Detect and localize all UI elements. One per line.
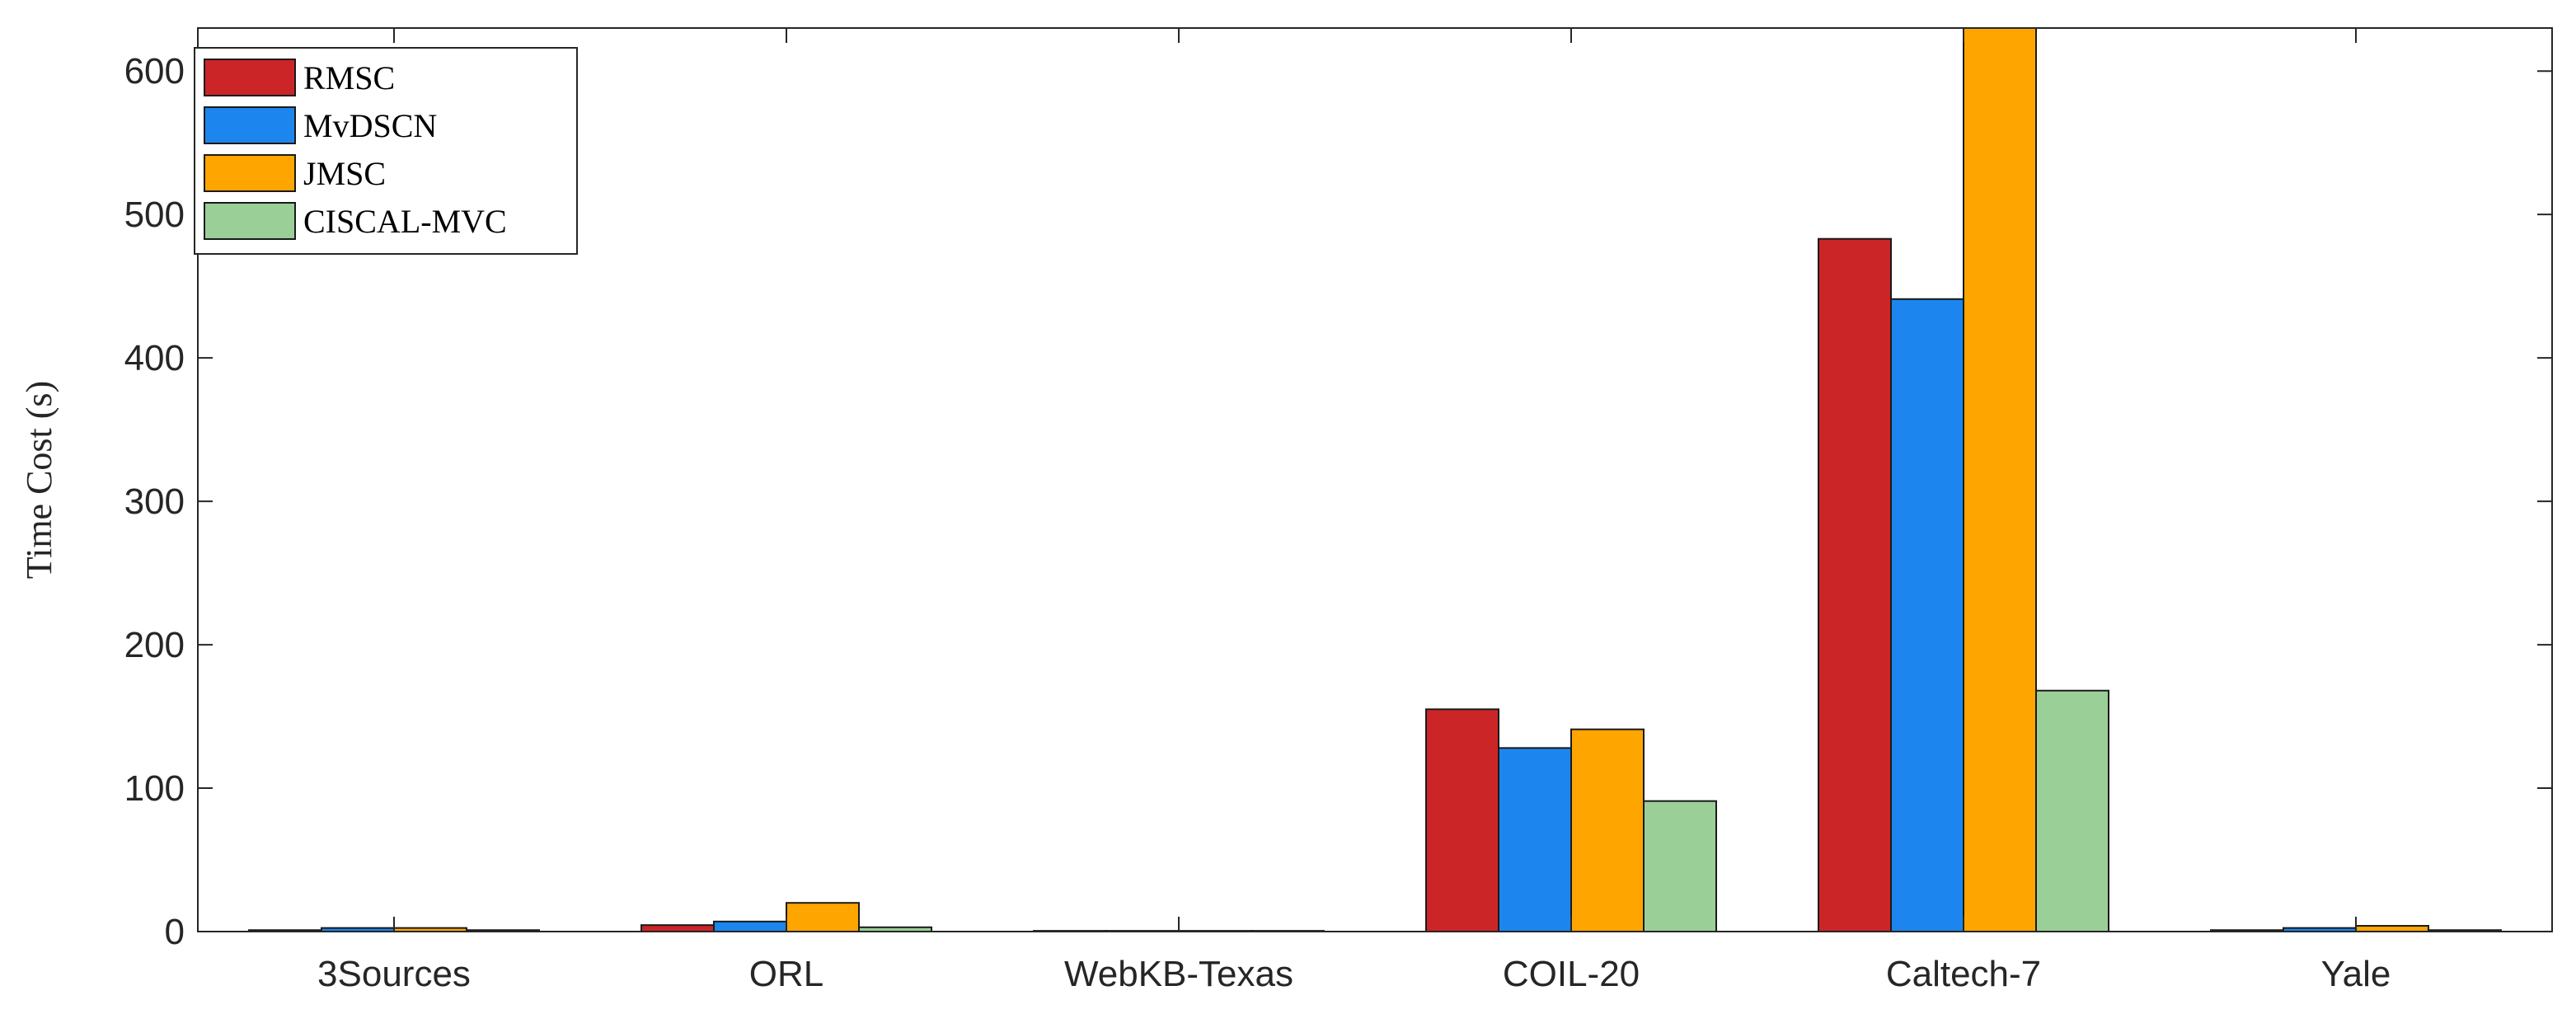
y-axis-title: Time Cost (s) (19, 381, 59, 579)
bar-ORL-JMSC (786, 902, 860, 932)
y-tick-label: 200 (124, 625, 185, 665)
bar-COIL-20-RMSC (1425, 708, 1499, 932)
bar-Caltech-7-JMSC (1963, 27, 2037, 932)
x-tick-label: COIL-20 (1503, 954, 1640, 994)
bar-Caltech-7-RMSC (1818, 237, 1892, 932)
legend-swatch-MvDSCN (204, 106, 296, 144)
x-tick-label: Yale (2321, 954, 2391, 994)
y-tick-label: 400 (124, 338, 185, 378)
y-tick-label: 500 (124, 195, 185, 235)
y-tick-label: 600 (124, 51, 185, 92)
bars-layer (248, 27, 2502, 933)
y-tick-label: 0 (165, 912, 185, 952)
legend-swatch-RMSC (204, 59, 296, 96)
x-tick-label: ORL (749, 954, 823, 994)
legend-label-CISCAL-MVC: CISCAL-MVC (303, 203, 507, 240)
x-tick-label: WebKB-Texas (1064, 954, 1293, 994)
legend-label-JMSC: JMSC (303, 155, 386, 192)
x-tick-label: Caltech-7 (1886, 954, 2041, 994)
bar-Caltech-7-MvDSCN (1890, 298, 1964, 932)
bar-COIL-20-JMSC (1570, 728, 1645, 933)
bar-ORL-RMSC (640, 924, 715, 932)
bar-COIL-20-MvDSCN (1498, 747, 1572, 932)
bar-COIL-20-CISCAL-MVC (1643, 800, 1717, 933)
y-tick-label: 300 (124, 481, 185, 522)
legend-label-RMSC: RMSC (303, 59, 395, 96)
y-tick-label: 100 (124, 768, 185, 809)
x-tick-label: 3Sources (317, 954, 471, 994)
legend-swatch-CISCAL-MVC (204, 202, 296, 240)
axes-layer: 0 100 200 300 400 500 600 3Sources ORL WebKB-Texa… (124, 28, 2552, 994)
plot-frame (197, 27, 2553, 932)
bar-Caltech-7-CISCAL-MVC (2035, 689, 2109, 932)
bar-Yale-JMSC (2355, 925, 2429, 932)
legend: RMSC MvDSCN JMSC CISCAL-MVC (194, 47, 578, 255)
legend-label-MvDSCN: MvDSCN (303, 107, 437, 144)
legend-swatch-JMSC (204, 154, 296, 192)
bar-ORL-MvDSCN (713, 920, 787, 933)
